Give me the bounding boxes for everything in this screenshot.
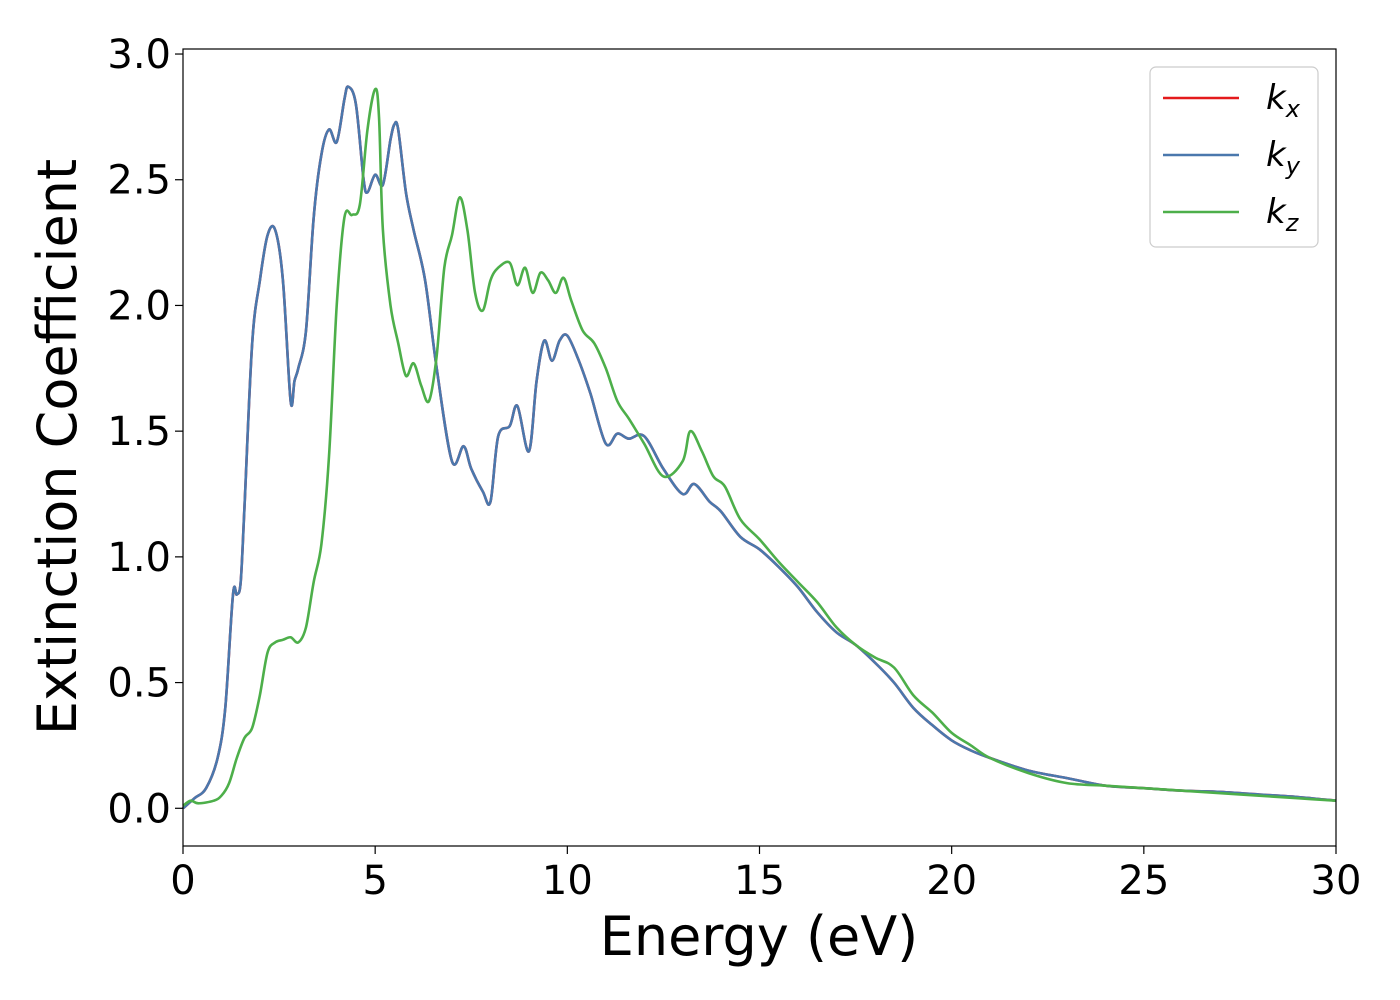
y-axis-ticks: 0.0 0.5 1.0 1.5 2.0 2.5 3.0 [107,32,183,832]
legend-label-kz: kz [1266,192,1300,237]
legend-label-base: k [1266,192,1287,232]
legend-label-subscript: x [1285,95,1301,123]
x-tick-label: 15 [734,858,785,904]
plot-lines [182,85,1337,810]
x-tick-label: 30 [1311,858,1362,904]
y-tick-label: 0.0 [107,786,171,832]
legend-label-ky: ky [1266,135,1301,180]
y-tick-label: 1.0 [107,535,171,581]
y-tick-label: 0.5 [107,661,171,707]
x-tick-label: 20 [926,858,977,904]
legend-label-subscript: y [1285,152,1301,180]
y-axis-title: Extinction Coefficient [26,159,89,735]
series-line-kz [182,87,1337,807]
x-tick-label: 25 [1118,858,1169,904]
y-tick-label: 3.0 [107,32,171,78]
y-tick-label: 2.0 [107,283,171,329]
legend-box [1149,66,1319,248]
x-tick-label: 5 [362,858,387,904]
x-tick-label: 0 [170,858,195,904]
legend-label-base: k [1266,135,1287,175]
x-axis-title: Energy (eV) [600,905,919,968]
legend-label-subscript: z [1285,209,1300,237]
x-axis-ticks: 0 5 10 15 20 25 30 [170,846,1361,904]
y-tick-label: 2.5 [107,158,171,204]
legend-label-base: k [1266,78,1287,118]
y-tick-label: 1.5 [107,409,171,455]
series-line-ky [182,85,1337,810]
legend-label-kx: kx [1266,78,1301,123]
x-tick-label: 10 [542,858,593,904]
